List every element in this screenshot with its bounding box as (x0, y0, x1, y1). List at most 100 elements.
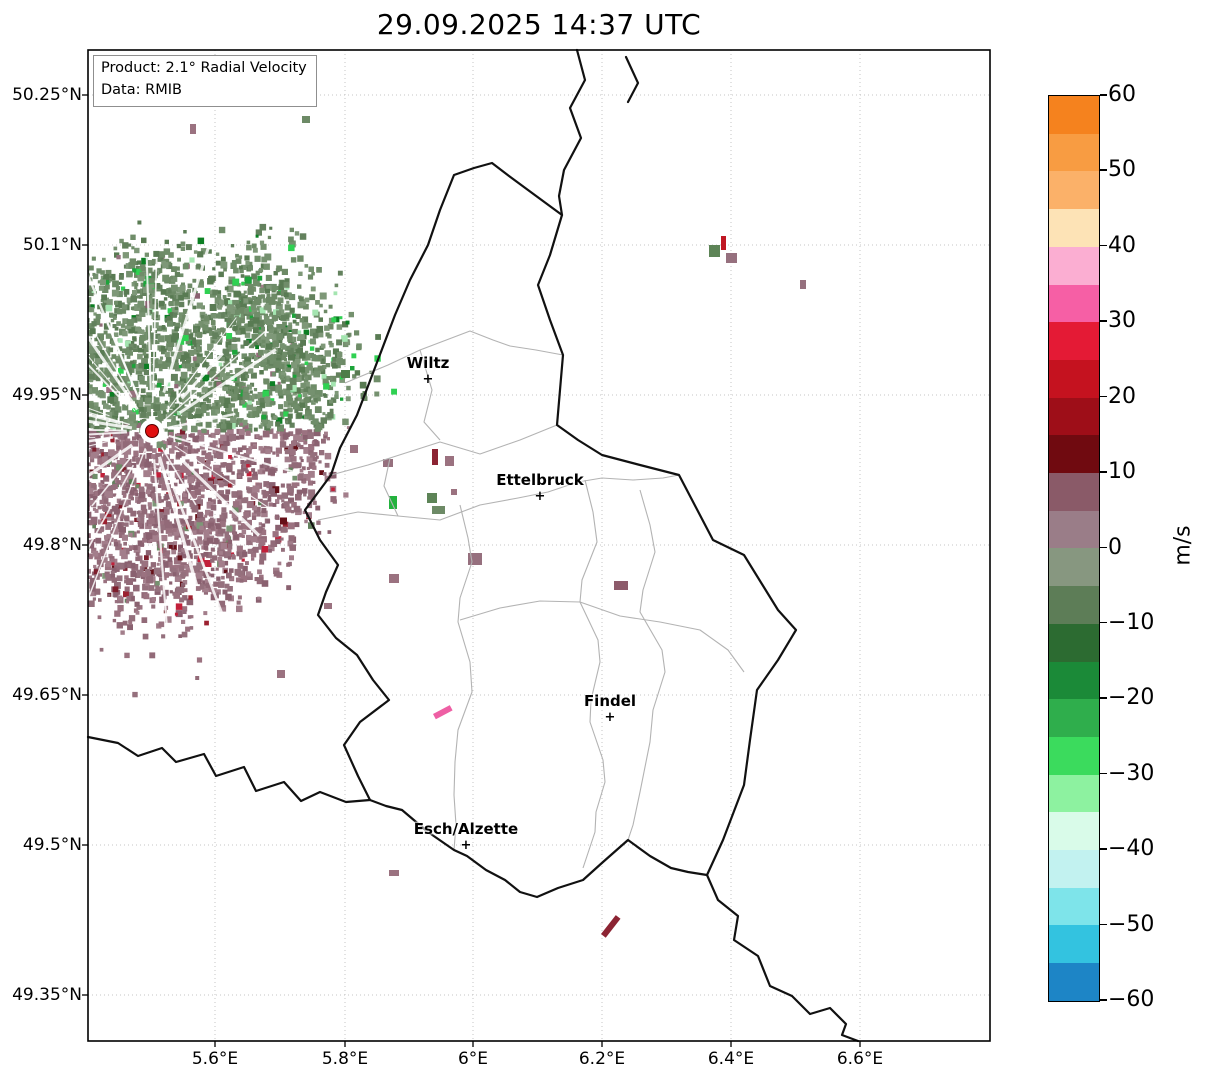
colorbar-tick-mark (1100, 772, 1107, 775)
colorbar-tick-label: 20 (1108, 383, 1136, 409)
echo-pixel (451, 489, 457, 495)
colorbar-tick-label: 0 (1108, 534, 1122, 560)
colorbar-segment (1049, 774, 1099, 813)
velocity-gap (153, 459, 168, 625)
colorbar-tick-mark (1100, 546, 1107, 548)
colorbar-segment (1049, 850, 1099, 888)
velocity-gap (88, 440, 108, 447)
axis-tick-marks (82, 94, 861, 1047)
canton-border (627, 489, 666, 841)
velocity-gap (180, 352, 225, 400)
velocity-gap (178, 317, 237, 395)
velocity-gap (88, 407, 110, 417)
colorbar-segment (1049, 322, 1099, 360)
velocity-gap (161, 447, 197, 506)
echo-pixel (800, 280, 806, 289)
colorbar-tick-label: −60 (1108, 987, 1155, 1012)
map-plot: Product: 2.1° Radial Velocity Data: RMIB (82, 48, 991, 1047)
border-squiggle (624, 55, 640, 104)
echo-pixel (389, 870, 399, 876)
city-marker: + (422, 371, 434, 387)
radar-site-dot (145, 424, 159, 438)
y-tick-label: 49.95°N (12, 385, 82, 405)
colorbar-segment (1049, 435, 1099, 474)
echo-pixel (709, 245, 720, 257)
colorbar-tick-label: 10 (1108, 459, 1136, 485)
x-tick-label: 5.6°E (191, 1049, 239, 1069)
colorbar-tick-label: −30 (1108, 760, 1155, 786)
velocity-gap (145, 257, 152, 391)
colorbar-segment (1049, 96, 1099, 134)
colorbar-segment (1049, 661, 1099, 700)
velocity-gap (162, 244, 211, 393)
echo-pixel (468, 553, 482, 565)
velocity-gap (88, 363, 128, 406)
colorbar-segment (1049, 510, 1099, 549)
colorbar-segment (1049, 171, 1099, 210)
canton-border (453, 504, 473, 851)
belgium-germany-border (557, 48, 587, 217)
echo-pixel (614, 581, 628, 590)
canton-border (330, 424, 558, 476)
colorbar-tick-mark (1100, 395, 1107, 398)
colorbar (1048, 95, 1100, 1002)
colorbar-segment (1049, 548, 1099, 587)
city-label: Findel (583, 692, 637, 710)
colorbar-segment (1049, 284, 1099, 323)
canton-border (344, 330, 564, 384)
echo-pixel (432, 705, 453, 720)
velocity-gap (88, 411, 131, 426)
colorbar-tick-label: −40 (1108, 836, 1155, 862)
x-tick-label: 6.4°E (707, 1049, 755, 1069)
colorbar-tick-mark (1100, 169, 1107, 171)
city-label: Wiltz (406, 354, 450, 372)
echo-pixel (445, 456, 454, 466)
velocity-gap (181, 459, 260, 537)
colorbar-tick-label: 30 (1108, 308, 1136, 334)
canton-border (317, 474, 680, 521)
luxembourg-border (303, 161, 798, 899)
colorbar-tick-mark (1100, 244, 1107, 247)
y-tick-label: 49.35°N (12, 985, 82, 1005)
velocity-gap (88, 334, 139, 411)
france-belgium-border (86, 735, 372, 804)
colorbar-segment (1049, 887, 1099, 926)
echo-pixel (383, 459, 393, 467)
velocity-gap (178, 348, 277, 414)
velocity-gap (88, 436, 114, 443)
figure-title: 29.09.2025 14:37 UTC (376, 8, 702, 41)
colorbar-segment (1049, 812, 1099, 851)
radar-velocity-field (88, 220, 397, 698)
product-line: Product: 2.1° Radial Velocity (101, 60, 307, 76)
echo-pixel (432, 506, 445, 514)
colorbar-segment (1049, 586, 1099, 624)
y-tick-label: 49.5°N (22, 835, 82, 855)
echo-pixel (324, 603, 332, 609)
canton-border (459, 600, 745, 673)
y-tick-label: 49.8°N (22, 535, 82, 555)
velocity-gap (164, 331, 266, 421)
radar-site-marker (142, 421, 162, 441)
canton-border (419, 349, 441, 441)
velocity-gap (168, 412, 236, 429)
luxembourg-map (82, 48, 991, 1047)
country-borders (86, 48, 860, 1043)
colorbar-segment (1049, 963, 1099, 1001)
city-label: Ettelbruck (496, 471, 584, 489)
colorbar-segment (1049, 736, 1099, 775)
x-tick-label: 6.2°E (578, 1049, 626, 1069)
colorbar-tick-label: −10 (1108, 609, 1155, 635)
colorbar-tick-mark (1100, 94, 1107, 96)
city-marker: + (534, 488, 546, 504)
velocity-gap (88, 413, 121, 425)
canton-border (383, 457, 399, 517)
colorbar-tick-mark (1100, 697, 1107, 699)
echo-pixel (389, 496, 397, 509)
y-tick-label: 49.65°N (12, 685, 82, 705)
x-tick-label: 5.8°E (321, 1049, 369, 1069)
velocity-gap (88, 464, 135, 551)
echo-pixel (432, 449, 438, 465)
city-marker: + (604, 709, 616, 725)
echo-pixel (190, 124, 196, 134)
colorbar-segment (1049, 925, 1099, 964)
